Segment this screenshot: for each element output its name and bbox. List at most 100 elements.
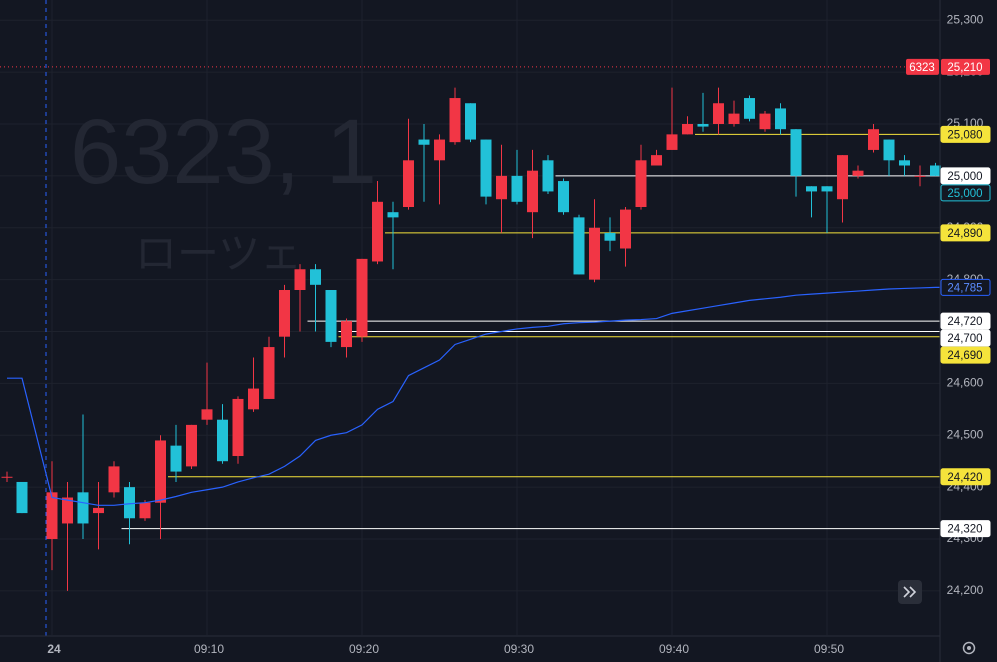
- candle-body: [713, 103, 724, 124]
- price-tag-label: 24,690: [947, 350, 982, 362]
- candle-body: [790, 129, 802, 176]
- candle-body: [217, 419, 228, 462]
- price-tag-label: 25,000: [947, 188, 982, 200]
- settings-icon-dot: [967, 646, 971, 650]
- alert-price: [941, 58, 990, 75]
- candle-body: [496, 175, 507, 200]
- alert-tag: [906, 58, 939, 75]
- x-tick-label: 24: [47, 642, 61, 656]
- price-tag: [940, 278, 991, 296]
- candle-body: [930, 165, 941, 176]
- candle-body: [589, 227, 600, 280]
- settings-icon[interactable]: [962, 641, 976, 655]
- candle-body: [310, 269, 321, 285]
- price-tag: [940, 312, 991, 330]
- candle-body: [558, 181, 569, 213]
- price-tag: [940, 468, 991, 486]
- candle-body: [837, 155, 848, 200]
- candle-body: [387, 212, 399, 218]
- y-tick-label: 24,500: [947, 427, 984, 441]
- candle-body: [77, 492, 89, 524]
- candle-body: [573, 217, 585, 275]
- candle-body: [666, 134, 678, 150]
- candle-body: [620, 209, 631, 249]
- candle-body: [651, 155, 662, 166]
- candle-body: [170, 445, 182, 472]
- scroll-button[interactable]: [898, 580, 922, 604]
- price-tag-label: 24,720: [947, 316, 982, 328]
- watermark-symbol: 6323, 1: [70, 101, 377, 203]
- x-tick-label: 09:30: [504, 642, 534, 656]
- candle-body: [821, 186, 833, 192]
- y-tick-label: 24,200: [947, 583, 984, 597]
- price-tag-label: 24,785: [947, 282, 982, 294]
- candle-body: [16, 481, 28, 514]
- price-tag-label: 24,320: [947, 524, 982, 536]
- x-tick-label: 09:20: [349, 642, 379, 656]
- candle-body: [806, 186, 817, 192]
- candle-body: [418, 139, 430, 145]
- candle-body: [201, 409, 213, 420]
- candle-body: [852, 170, 864, 176]
- price-tag: [940, 184, 991, 202]
- candle-body: [449, 98, 461, 143]
- candle-body: [604, 232, 616, 241]
- candle-body: [155, 440, 166, 503]
- alert-tag-label: 6323: [909, 62, 935, 74]
- price-tag: [940, 224, 991, 242]
- candle-body: [263, 347, 275, 399]
- candle-body: [341, 321, 352, 348]
- candle-body: [108, 466, 120, 493]
- price-tag-label: 24,890: [947, 228, 982, 240]
- candle-body: [759, 113, 771, 130]
- candle-body: [232, 398, 244, 457]
- candle-body: [124, 487, 135, 519]
- candle-body: [372, 201, 383, 262]
- scroll-icon: [903, 586, 917, 598]
- candle-body: [868, 129, 879, 150]
- price-tag-label: 24,700: [947, 333, 982, 345]
- candle-body: [465, 103, 476, 140]
- plot: [0, 66, 941, 591]
- candle-body: [728, 113, 740, 124]
- price-tag: [940, 520, 991, 538]
- candle-body: [403, 160, 414, 207]
- price-tag-label: 25,000: [947, 171, 982, 183]
- price-tags: 25,080 25,000 25,000 24,890 24,785 24,720 24,7…: [906, 58, 991, 538]
- alert-price-label: 25,210: [947, 62, 982, 74]
- price-tag-label: 25,080: [947, 129, 982, 141]
- x-tick-label: 09:40: [659, 642, 689, 656]
- candle-body: [527, 170, 538, 213]
- candle-body: [139, 502, 151, 519]
- price-tag: [940, 167, 991, 185]
- candle-body: [682, 123, 693, 135]
- candle-body: [248, 388, 259, 410]
- candle-body: [914, 175, 926, 177]
- candle-body: [899, 160, 910, 166]
- candle-body: [46, 492, 58, 540]
- candle-body: [480, 139, 492, 197]
- candle-body: [511, 175, 523, 202]
- candle-body: [294, 269, 306, 291]
- candle-body: [744, 98, 755, 119]
- candle-body: [325, 290, 337, 342]
- candle-body: [93, 507, 104, 514]
- x-tick-label: 09:50: [814, 642, 844, 656]
- settings-button[interactable]: [962, 641, 976, 655]
- candle-body: [635, 160, 647, 207]
- x-tick-label: 09:10: [194, 642, 224, 656]
- price-tag: [940, 329, 991, 347]
- vwap-line: [7, 286, 940, 506]
- price-tag: [940, 125, 991, 143]
- y-tick-label: 25,300: [947, 12, 984, 26]
- candle-body: [62, 497, 73, 524]
- y-tick-label: 24,600: [947, 376, 984, 390]
- candle-body: [697, 123, 709, 127]
- candle-body: [279, 290, 290, 337]
- watermark-name: ローツェ: [135, 230, 302, 277]
- candle-body: [775, 108, 786, 130]
- candle-body: [186, 424, 197, 467]
- candle-body: [542, 160, 554, 192]
